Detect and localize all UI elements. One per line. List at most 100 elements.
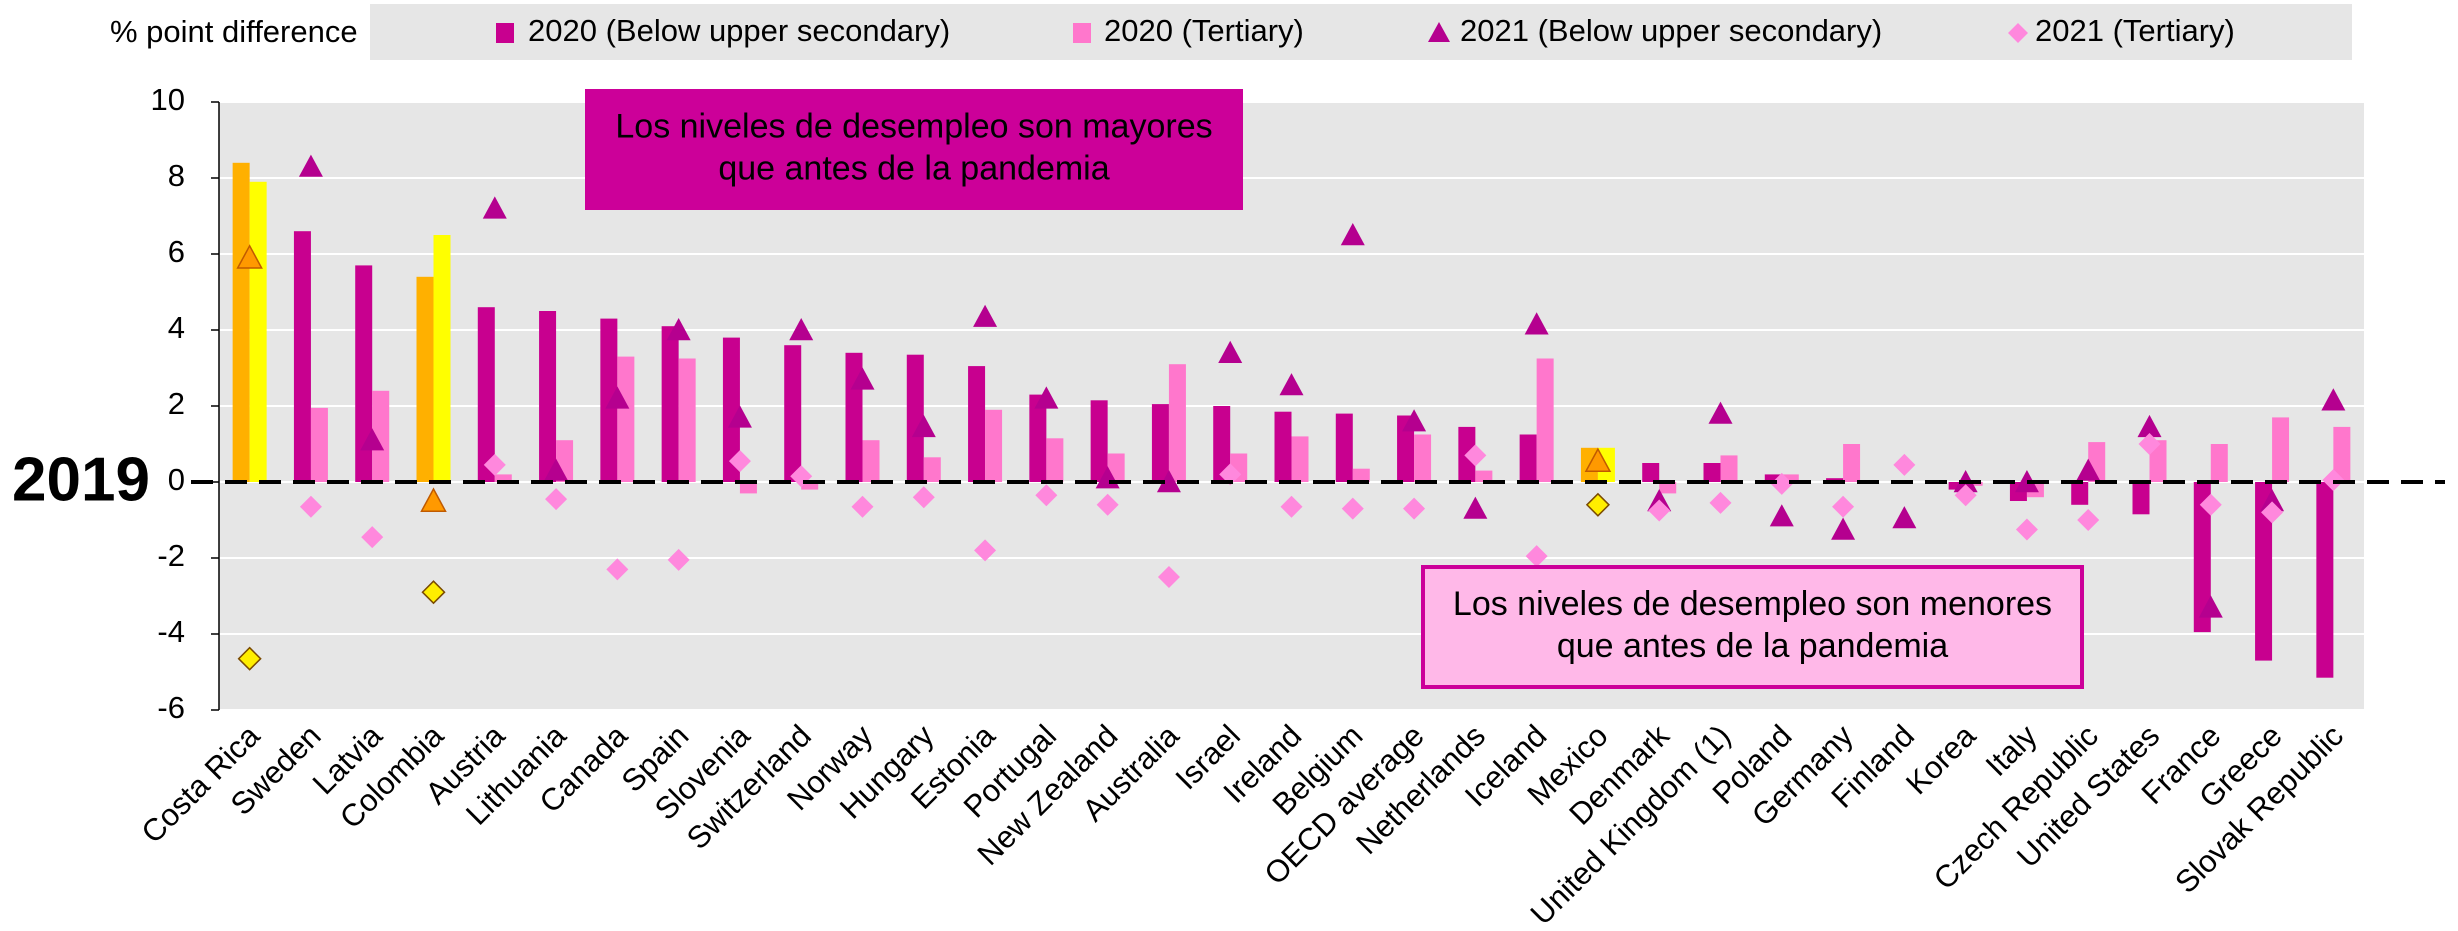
triangle-marker — [544, 458, 569, 481]
diamond-marker — [912, 486, 935, 509]
triangle-marker — [1524, 312, 1549, 335]
diamond-marker — [667, 548, 690, 571]
y-tick-label: 6 — [168, 234, 185, 269]
diamond-marker — [1464, 444, 1487, 467]
triangle-marker — [2198, 595, 2223, 618]
diamond-marker — [2199, 493, 2222, 516]
y-tick-label: -6 — [157, 690, 185, 725]
triangle-marker — [1831, 517, 1856, 540]
triangle-marker — [605, 386, 630, 409]
bar — [2316, 482, 2334, 678]
triangle-marker — [1156, 470, 1181, 493]
bar — [2272, 417, 2290, 482]
annotation-box — [1421, 565, 2084, 689]
bar — [661, 326, 679, 482]
bar — [1764, 474, 1782, 482]
bar — [739, 482, 757, 494]
bar — [293, 231, 311, 482]
bar — [539, 311, 557, 482]
triangle-marker — [2260, 489, 2285, 512]
bar — [1475, 470, 1493, 482]
bar — [1397, 415, 1415, 482]
bar — [310, 407, 328, 482]
diamond-marker — [1525, 545, 1548, 568]
diamond-marker — [237, 646, 262, 671]
legend-swatch — [496, 23, 514, 43]
diamond-marker — [2077, 509, 2100, 531]
triangle-marker — [2076, 458, 2101, 481]
bar — [1151, 404, 1169, 482]
y-tick-label: -4 — [157, 614, 185, 649]
bar — [2132, 482, 2150, 515]
diamond-marker — [1403, 497, 1426, 520]
bar — [372, 390, 390, 482]
diamond-marker — [2261, 501, 2284, 524]
legend-label: 2021 (Tertiary) — [2035, 13, 2235, 48]
bar — [968, 366, 986, 482]
legend-label: 2020 (Below upper secondary) — [528, 13, 950, 48]
diamond-marker — [1954, 484, 1977, 507]
diamond-marker — [1648, 499, 1671, 522]
diamond-marker — [299, 495, 322, 518]
bar — [1414, 434, 1432, 482]
bar — [2333, 426, 2351, 482]
triangle-marker — [850, 367, 875, 390]
annotation-box — [585, 89, 1243, 210]
diamond-marker — [1832, 495, 1855, 518]
bar — [355, 265, 373, 482]
diamond-marker — [1157, 566, 1180, 588]
diamond-marker — [483, 453, 506, 476]
bar — [600, 318, 618, 482]
triangle-marker — [236, 244, 263, 269]
bar — [232, 162, 250, 483]
bar — [477, 307, 495, 482]
bar — [2210, 444, 2228, 482]
bar — [784, 345, 802, 482]
bar — [923, 457, 941, 482]
diamond-marker — [1893, 453, 1916, 476]
bar — [494, 474, 512, 482]
bar — [2071, 482, 2089, 505]
bar — [416, 276, 434, 482]
bar — [1274, 411, 1292, 482]
legend-label: 2020 (Tertiary) — [1104, 13, 1304, 48]
bar — [1029, 394, 1047, 482]
bar — [1843, 444, 1861, 482]
bar — [1720, 455, 1738, 482]
diamond-marker — [728, 450, 751, 473]
y-tick-label: 10 — [151, 82, 185, 117]
bar — [722, 337, 740, 482]
diamond-marker — [606, 558, 629, 581]
bar — [2193, 482, 2211, 633]
legend-swatch — [1073, 23, 1091, 43]
y-axis-label: % point difference — [110, 14, 358, 49]
triangle-marker — [1279, 373, 1304, 396]
bar — [906, 354, 924, 482]
annotation-text: que antes de la pandemia — [718, 149, 1109, 187]
bar — [249, 181, 267, 483]
bar — [1352, 468, 1370, 482]
bar — [1291, 436, 1309, 482]
diamond-marker — [361, 526, 384, 549]
triangle-marker — [2014, 470, 2039, 493]
diamond-marker — [851, 495, 874, 518]
triangle-marker — [666, 318, 691, 341]
bar — [862, 440, 880, 482]
diamond-marker — [1280, 495, 1303, 518]
diamond-marker — [1219, 463, 1242, 486]
triangle-marker — [2137, 414, 2162, 438]
triangle-marker — [1584, 447, 1612, 473]
diamond-marker — [2015, 518, 2038, 541]
bar — [1046, 438, 1064, 482]
triangle-marker — [1708, 401, 1733, 424]
legend-swatch — [2008, 23, 2028, 43]
reference-label: 2019 — [12, 445, 150, 514]
annotation-text: que antes de la pandemia — [1557, 627, 1948, 665]
bar — [1536, 358, 1554, 482]
diamond-marker — [2138, 433, 2161, 455]
triangle-marker — [1218, 340, 1243, 363]
bar — [617, 356, 635, 482]
diamond-marker — [1096, 493, 1119, 516]
diamond-marker — [1035, 484, 1058, 507]
